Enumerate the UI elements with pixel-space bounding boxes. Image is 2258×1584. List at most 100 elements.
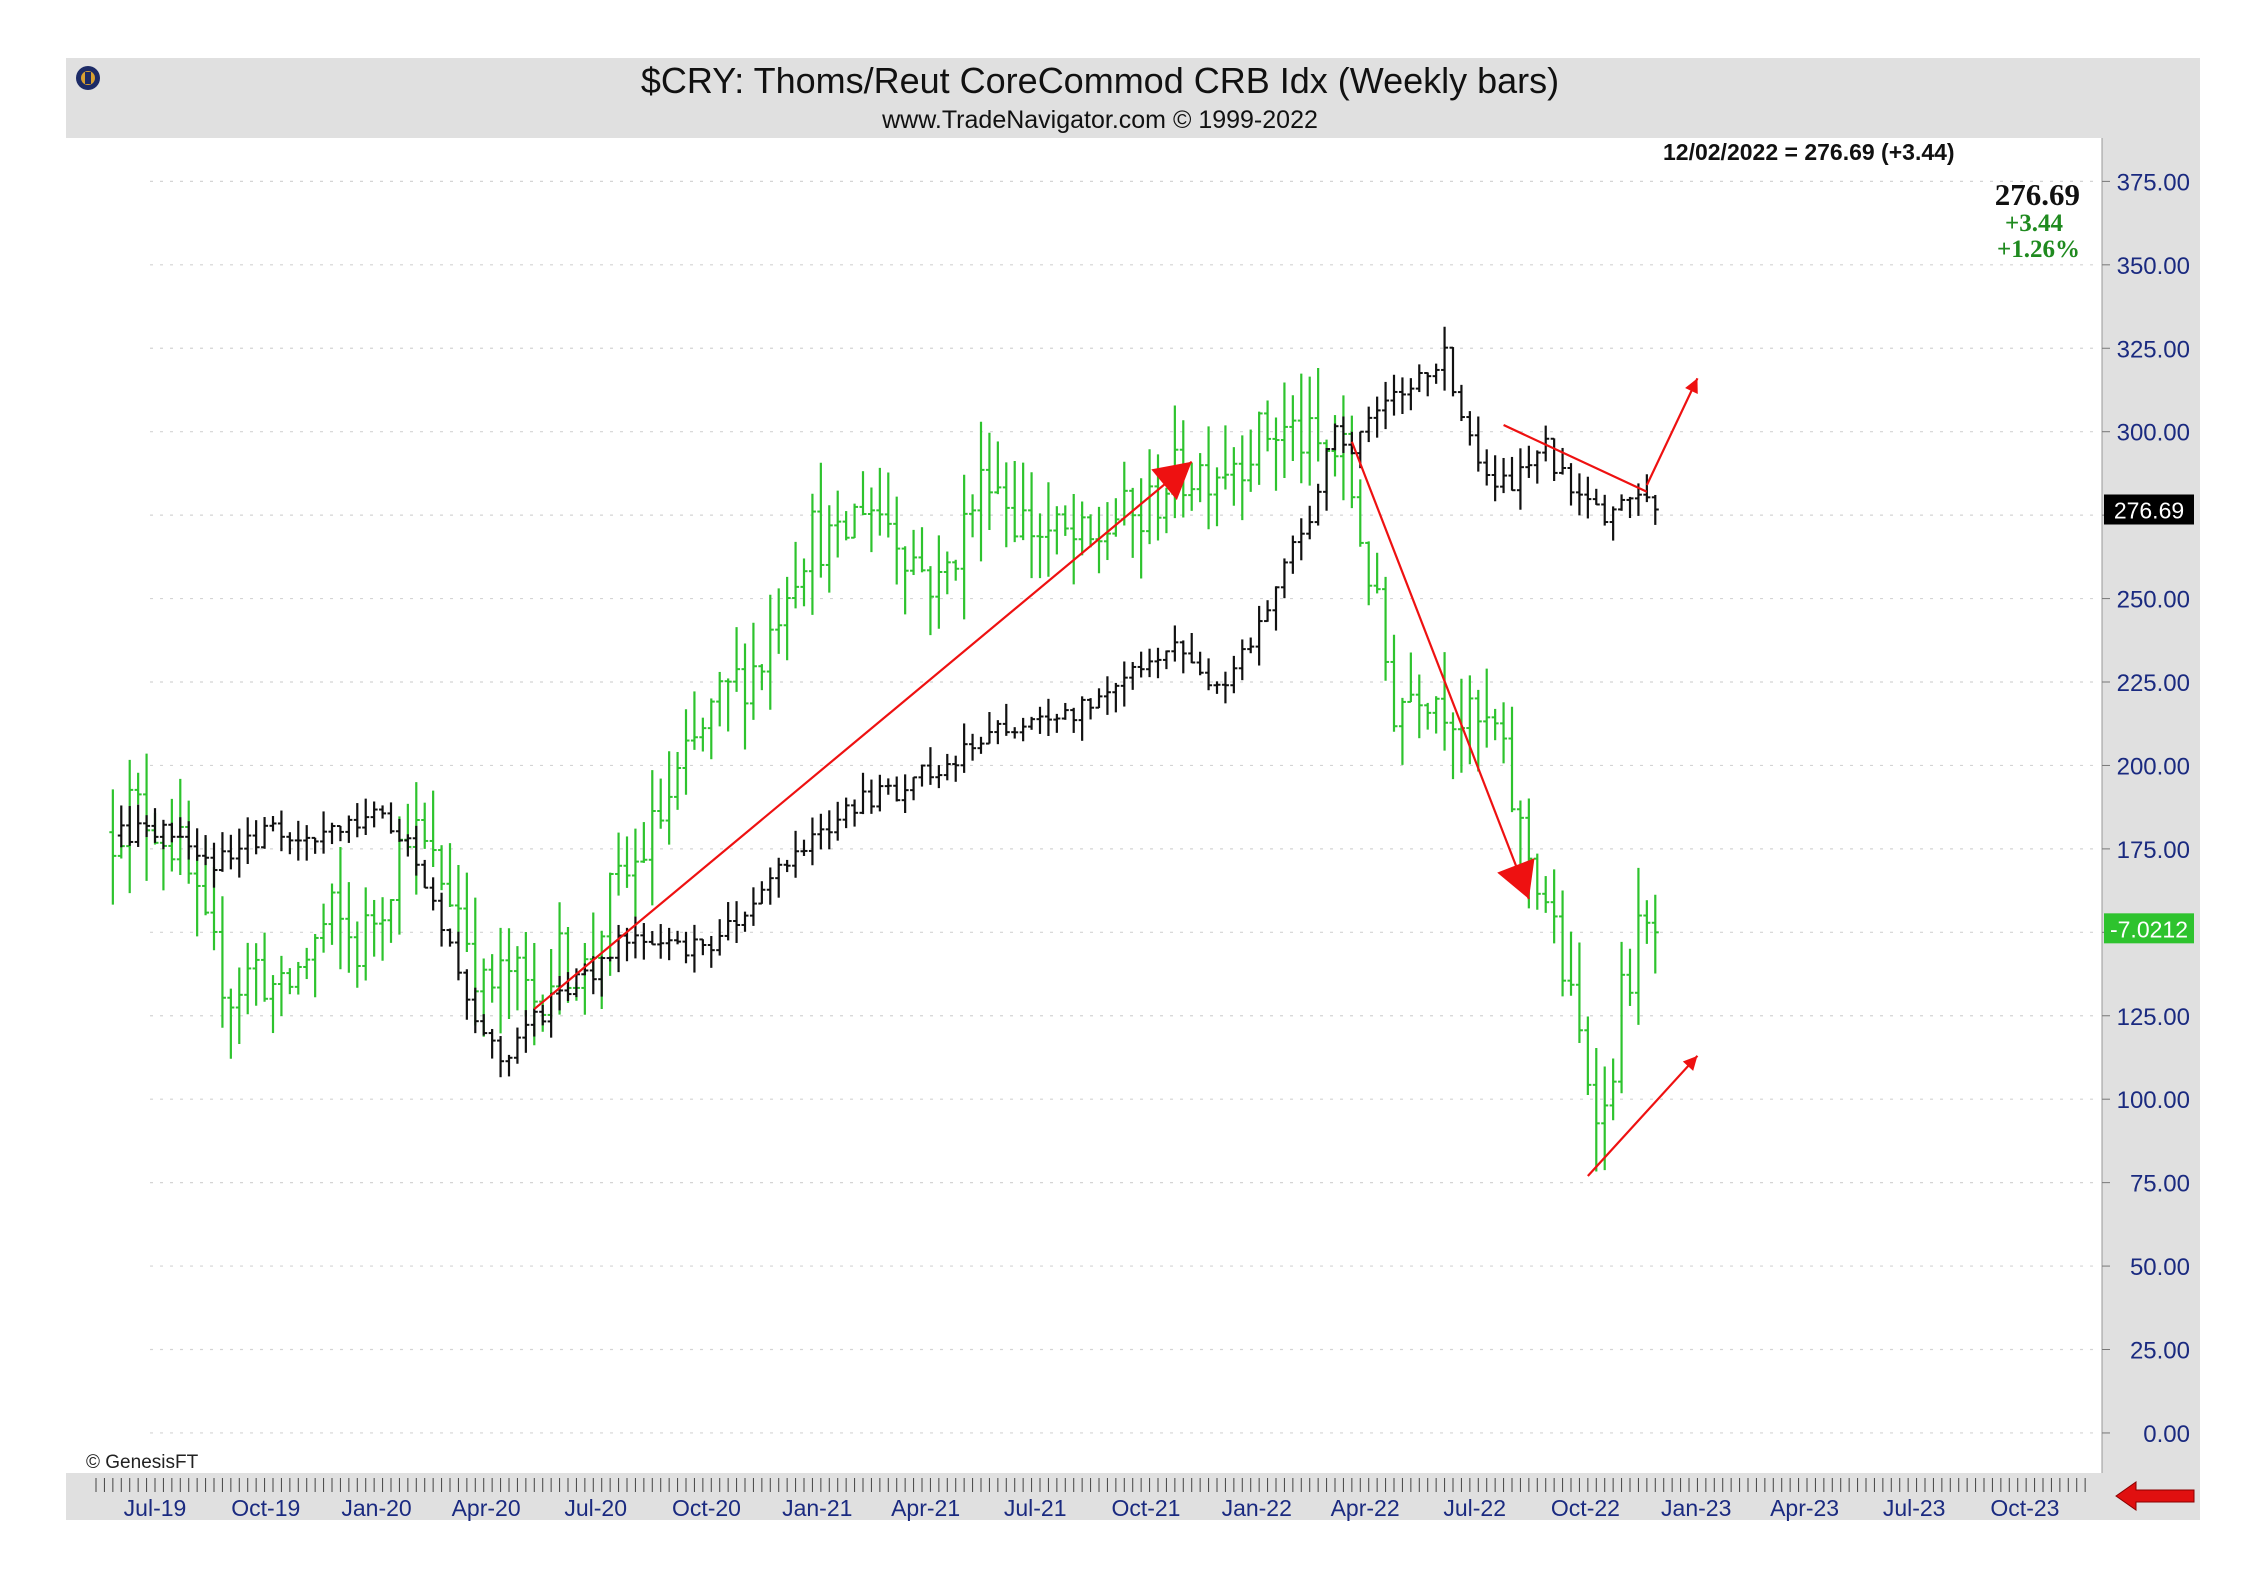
indicator-bar	[893, 496, 901, 585]
price-bar	[581, 963, 589, 976]
price-bar	[1575, 473, 1583, 516]
price-bar	[387, 802, 395, 834]
indicator-bar	[1382, 576, 1390, 681]
annotation-line	[1645, 377, 1699, 486]
price-bar	[556, 976, 564, 1011]
indicator-bar	[1356, 479, 1364, 547]
price-bar	[994, 720, 1002, 745]
price-bar	[1213, 681, 1221, 694]
price-bar	[775, 857, 783, 898]
price-bar	[168, 822, 176, 843]
trend-arrow	[1350, 441, 1535, 900]
indicator-bar	[1373, 552, 1381, 594]
indicator-bar	[1272, 417, 1280, 491]
indicator-bar	[1314, 367, 1322, 462]
indicator-bar	[648, 770, 656, 906]
price-bar	[328, 822, 336, 845]
price-bar	[985, 712, 993, 745]
price-bar	[193, 828, 201, 861]
price-bar	[1491, 455, 1499, 502]
price-bar	[935, 765, 943, 789]
price-bar	[404, 834, 412, 857]
indicator-bar	[1078, 501, 1086, 556]
price-bar	[471, 987, 479, 1034]
price-bar	[530, 1008, 538, 1037]
price-bar	[640, 923, 648, 960]
price-bar	[505, 1054, 513, 1077]
price-bar	[438, 892, 446, 947]
price-bar	[1508, 456, 1516, 492]
price-bar	[395, 818, 403, 842]
price-bar	[707, 936, 715, 968]
price-bar	[1618, 494, 1626, 511]
price-bar	[969, 733, 977, 761]
indicator-bar	[1137, 478, 1145, 579]
price-bar	[1095, 688, 1103, 709]
price-bar	[842, 797, 850, 829]
x-tick-label: Oct-22	[1551, 1495, 1620, 1521]
scroll-arrow-icon[interactable]	[2115, 1481, 2195, 1511]
indicator-bar	[1643, 900, 1651, 944]
indicator-bar	[1483, 668, 1491, 748]
last-value-labels: 276.69 -7.0212	[2104, 494, 2194, 944]
indicator-bar	[488, 954, 496, 1003]
indicator-bar	[749, 622, 757, 720]
price-bar	[345, 815, 353, 843]
price-bar	[1205, 658, 1213, 691]
y-tick-label: 375.00	[2117, 169, 2190, 196]
price-bar	[513, 1027, 521, 1064]
price-bar	[952, 755, 960, 782]
indicator-tag-text: -7.0212	[2110, 916, 2188, 942]
indicator-bar	[817, 462, 825, 578]
price-bar	[336, 825, 344, 842]
price-bar	[1112, 682, 1120, 713]
price-bar	[884, 778, 892, 795]
price-bar	[463, 969, 471, 1020]
indicator-bar	[252, 943, 260, 1006]
indicator-bar	[387, 898, 395, 943]
price-bar	[277, 810, 285, 852]
indicator-bar	[935, 535, 943, 629]
indicator-bar	[808, 493, 816, 615]
y-tick-label: 300.00	[2117, 420, 2190, 447]
indicator-tag-box	[2104, 913, 2194, 944]
indicator-bar	[1289, 395, 1297, 462]
last-price: 276.69	[1995, 177, 2080, 212]
indicator-bar	[1542, 876, 1550, 913]
indicator-bar	[227, 988, 235, 1059]
indicator-bar	[842, 511, 850, 541]
price-bar	[682, 931, 690, 964]
price-bar	[1466, 411, 1474, 446]
price-bar	[749, 887, 757, 926]
indicator-bar	[362, 887, 370, 981]
indicator-bar	[1491, 708, 1499, 741]
price-bar	[606, 956, 614, 962]
price-bar	[1323, 448, 1331, 511]
indicator-bar	[1053, 506, 1061, 555]
indicator-bar	[716, 671, 724, 727]
indicator-bar	[505, 928, 513, 1019]
price-bar	[598, 956, 606, 997]
x-tick-label: Jan-22	[1222, 1495, 1292, 1521]
indicator-bar	[690, 691, 698, 750]
price-bar	[690, 924, 698, 973]
indicator-bar	[269, 975, 277, 1034]
price-bar	[867, 779, 875, 814]
indicator-bar	[1280, 382, 1288, 478]
indicator-bar	[1407, 652, 1415, 703]
indicator-bar	[1205, 426, 1213, 530]
price-bar	[1087, 698, 1095, 720]
indicator-bar	[1609, 1058, 1617, 1121]
annotation-line	[533, 460, 1193, 1010]
price-bar	[1297, 518, 1305, 561]
annotations	[533, 377, 1699, 1177]
price-bar	[943, 753, 951, 781]
indicator-bar	[1365, 541, 1373, 606]
price-bar	[674, 930, 682, 945]
indicator-bar	[1196, 453, 1204, 503]
price-bar	[1306, 505, 1314, 540]
indicator-bar	[134, 772, 142, 805]
price-bar	[589, 956, 597, 995]
price-bar	[1196, 651, 1204, 676]
